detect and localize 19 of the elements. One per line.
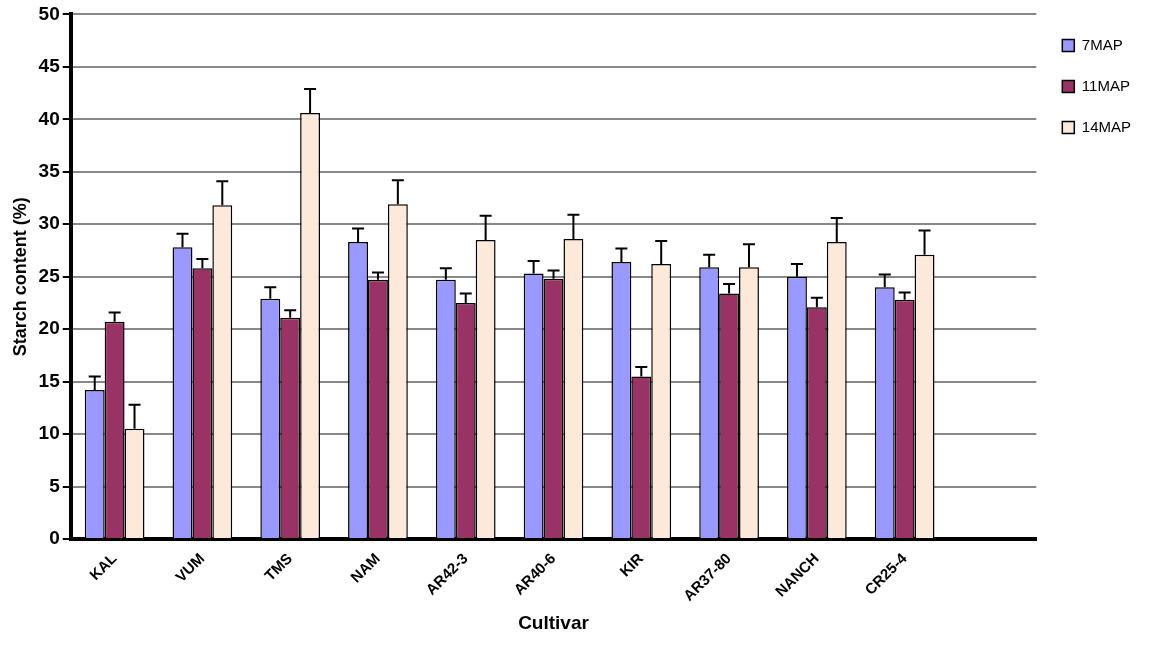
y-tick-label: 50 (38, 2, 60, 24)
x-tick-label: TMS (260, 549, 296, 584)
x-tick-label: KIR (616, 549, 647, 580)
y-tick-label: 20 (38, 317, 60, 339)
y-axis-title: Starch content (%) (9, 197, 30, 357)
legend-label: 7MAP (1081, 35, 1123, 53)
y-tick-label: 35 (38, 160, 61, 182)
y-tick-label: 0 (49, 527, 60, 549)
y-tick-label: 15 (38, 369, 61, 391)
legend-label: 14MAP (1081, 117, 1132, 135)
y-tick-label: 45 (38, 55, 61, 77)
y-tick-label: 40 (38, 107, 60, 129)
y-tick-label: 25 (38, 264, 61, 286)
y-tick-label: 10 (38, 422, 60, 444)
x-tick-label: KAL (85, 549, 120, 584)
x-axis-title: Cultivar (518, 611, 590, 633)
y-tick-label: 30 (38, 212, 60, 234)
legend-label: 11MAP (1081, 76, 1130, 94)
y-tick-label: 5 (49, 474, 61, 496)
